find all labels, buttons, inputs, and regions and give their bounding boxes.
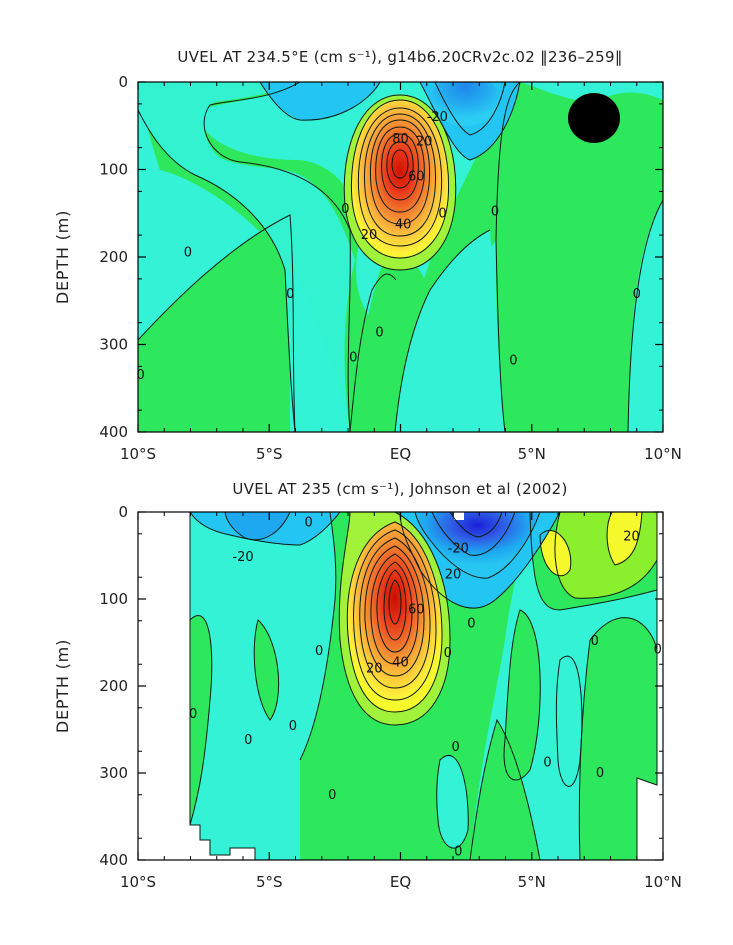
panel-title-observed: UVEL AT 235 (cm s⁻¹), Johnson et al (200…	[232, 480, 567, 498]
contour-label: 0	[467, 616, 475, 631]
contour-label: 20	[623, 529, 640, 544]
fill-band-cyan-east-surface	[520, 82, 663, 101]
fill-band-cyan-west	[138, 82, 355, 432]
contour-label: 20	[366, 662, 383, 677]
contour-label: 0	[438, 206, 446, 221]
contour-label: 20	[361, 228, 378, 243]
contour-label: 0	[349, 351, 357, 366]
contour-fill-model	[138, 82, 663, 432]
contour-label: 0	[184, 246, 192, 261]
x-tick-label: 5°N	[518, 873, 546, 891]
contour-label: -20	[232, 550, 253, 565]
x-tick-label: 5°S	[256, 445, 283, 463]
y-tick-label: 400	[99, 851, 128, 869]
contour-label: 40	[392, 656, 409, 671]
contour-label: 20	[445, 568, 462, 583]
contour-label: 0	[596, 766, 604, 781]
y-tick-label: 100	[99, 590, 128, 608]
y-tick-label: 300	[99, 336, 128, 354]
contour-fill-observed	[138, 512, 663, 860]
y-tick-label: 0	[118, 503, 128, 521]
contour-label: 0	[375, 325, 383, 340]
contour-label: 0	[633, 287, 641, 302]
x-axis-observed: 10°S 5°S EQ 5°N 10°N	[120, 512, 682, 891]
fill-band-green-e	[579, 617, 657, 860]
panel-observed: UVEL AT 235 (cm s⁻¹), Johnson et al (200…	[53, 480, 682, 891]
contour-label: 0	[591, 634, 599, 649]
contour-label: 0	[189, 707, 197, 722]
y-axis-label-model: DEPTH (m)	[53, 210, 72, 304]
contour-label: 0	[289, 719, 297, 734]
fill-band-neg-core	[430, 82, 500, 126]
fill-band-neg-core	[415, 512, 540, 579]
fill-band-cyan-pocket-e	[556, 656, 582, 787]
x-tick-label: 10°N	[644, 445, 682, 463]
contour-label: 0	[341, 202, 349, 217]
fill-band-20-ne2	[607, 512, 642, 565]
y-tick-label: 300	[99, 764, 128, 782]
contour-label: 0	[444, 646, 452, 661]
contour-labels-model: 80 20 60 40 20 -20 0 0 0 0 0 0 0 0 0 0	[136, 110, 640, 383]
contour-label: 0	[286, 287, 294, 302]
fill-band-cyan-east	[628, 200, 663, 432]
contour-lines-model	[138, 82, 663, 432]
contour-lines-observed	[189, 512, 658, 860]
x-tick-label: 10°S	[120, 873, 156, 891]
contour-label: 0	[509, 353, 517, 368]
contour-label: 80	[392, 132, 409, 147]
fill-core	[347, 522, 442, 712]
fill-band-green-west	[138, 215, 290, 432]
y-tick-label: 400	[99, 423, 128, 441]
x-tick-label: EQ	[390, 445, 411, 463]
contour-label: 0	[451, 740, 459, 755]
y-axis-label-observed: DEPTH (m)	[53, 639, 72, 733]
x-tick-label: 5°S	[256, 873, 283, 891]
contour-label: 20	[416, 135, 433, 150]
y-tick-label: 200	[99, 677, 128, 695]
fill-band-green-s	[470, 720, 540, 860]
fill-band-cyan-center	[395, 230, 505, 432]
contour-label: 40	[395, 218, 412, 233]
fill-band-green-c	[504, 610, 541, 780]
y-tick-label: 200	[99, 248, 128, 266]
contour-label: 0	[328, 788, 336, 803]
x-tick-label: EQ	[390, 873, 411, 891]
contour-label: 0	[654, 642, 662, 657]
panel-model: UVEL AT 234.5°E (cm s⁻¹), g14b6.20CRv2c.…	[53, 48, 682, 463]
x-axis-model: 10°S 5°S EQ 5°N 10°N	[120, 82, 682, 463]
contour-label: 0	[543, 756, 551, 771]
y-tick-label: 100	[99, 161, 128, 179]
fill-band-green-w1	[190, 615, 212, 825]
contour-label: 0	[491, 205, 499, 220]
contour-label: 60	[408, 602, 425, 617]
x-tick-label: 10°S	[120, 445, 156, 463]
contour-label: 0	[454, 844, 462, 859]
contour-label: 0	[315, 644, 323, 659]
panel-title-model: UVEL AT 234.5°E (cm s⁻¹), g14b6.20CRv2c.…	[177, 48, 622, 66]
fill-band-neg-west	[260, 82, 380, 121]
fill-band-cyan-pocket	[436, 755, 469, 849]
contour-label: 60	[408, 170, 425, 185]
contour-label: 0	[136, 368, 144, 383]
contour-label: -20	[427, 110, 448, 125]
x-tick-label: 10°N	[644, 873, 682, 891]
contour-label: -20	[448, 542, 469, 557]
y-tick-label: 0	[118, 73, 128, 91]
contour-label: 0	[244, 733, 252, 748]
contour-label: 0	[304, 515, 312, 530]
x-tick-label: 5°N	[518, 445, 546, 463]
